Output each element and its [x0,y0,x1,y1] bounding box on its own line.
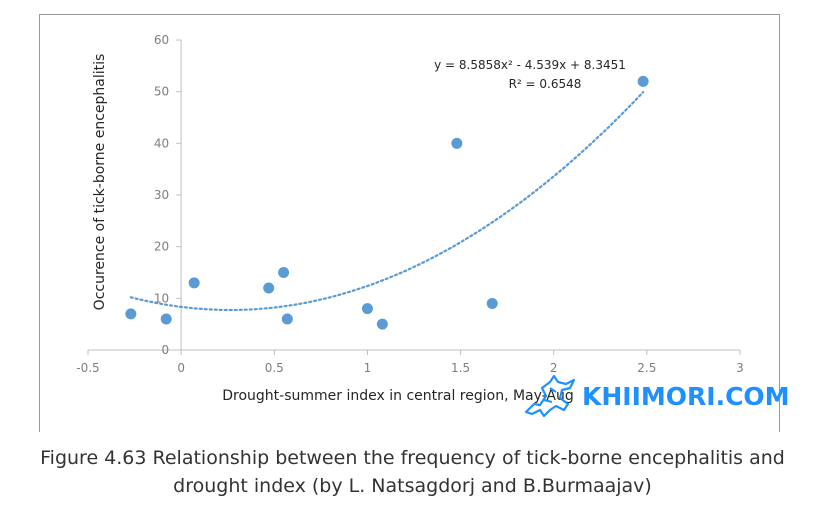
x-tick-label: 1 [364,361,372,375]
y-tick-label: 30 [154,188,169,202]
data-point [278,267,290,278]
x-axis-title: Drought-summer index in central region, … [222,388,574,404]
data-point [263,282,275,294]
data-point [486,298,498,309]
watermark: KHIIMORI.COM [520,374,790,418]
x-tick-label: -0.5 [76,361,99,375]
caption-line-2: drought index (by L. Natsagdorj and B.Bu… [173,475,652,497]
y-tick-label: 50 [154,85,169,99]
trendline [129,91,645,312]
data-points [125,75,649,330]
horse-icon [524,374,576,418]
x-tick-label: 0 [177,361,185,375]
x-tick-label: 2.5 [637,361,656,375]
trendline-path [129,91,645,312]
y-tick-label: 20 [154,240,169,254]
trendline-equation: y = 8.5858x² - 4.539x + 8.3451 [434,58,626,72]
data-point [160,313,172,325]
data-point [188,277,200,289]
figure-caption: Figure 4.63 Relationship between the fre… [0,444,825,500]
y-tick-label: 40 [154,136,169,150]
data-point [376,318,388,330]
data-point [451,137,463,149]
trendline-r-squared: R² = 0.6548 [509,77,582,91]
x-tick-label: 3 [736,361,744,375]
x-tick-label: 1.5 [451,361,470,375]
y-tick-label: 0 [162,343,170,357]
data-point [281,313,293,325]
axes [87,39,741,355]
data-point [361,303,373,315]
y-tick-label: 10 [154,291,169,305]
data-point [637,75,649,87]
data-point [125,308,137,320]
caption-line-1: Figure 4.63 Relationship between the fre… [40,447,785,469]
y-tick-label: 60 [154,33,169,47]
x-tick-label: 2 [550,361,558,375]
watermark-text: KHIIMORI.COM [582,381,790,411]
y-axis-title: Occurence of tick-borne encephalitis [92,54,108,311]
x-tick-label: 0.5 [265,361,284,375]
chart-frame [39,14,780,432]
